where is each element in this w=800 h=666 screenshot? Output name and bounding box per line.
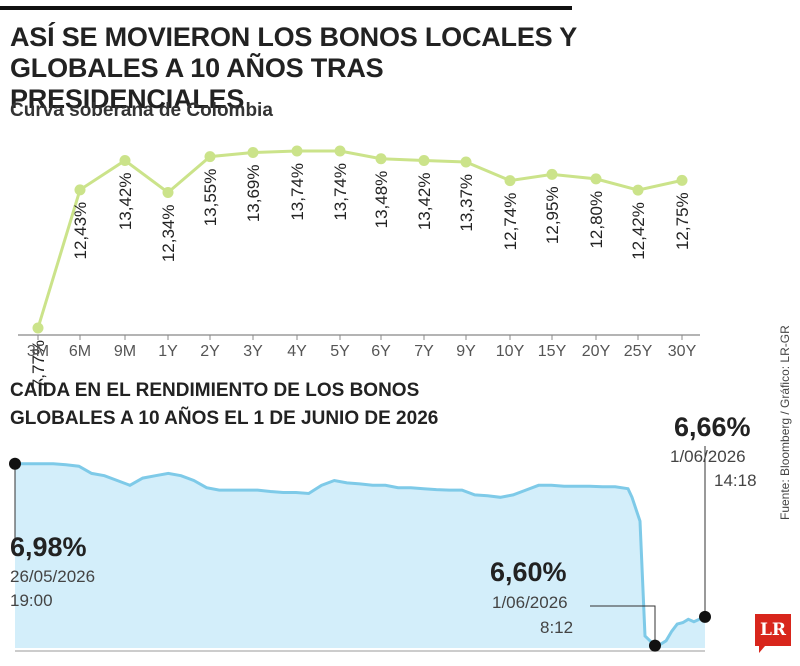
chart2-title: CAÍDA EN EL RENDIMIENTO DE LOS BONOS GLO… [10,380,439,429]
x-tick-label: 30Y [668,343,697,360]
data-point [460,156,472,168]
data-label: 13,74% [331,163,350,221]
annotation-end-date: 1/06/2026 [670,447,746,466]
x-tick-label: 9Y [456,343,476,360]
data-label: 12,42% [629,202,648,260]
x-tick-label: 15Y [538,343,567,360]
min-point [649,639,661,652]
data-point [291,145,303,157]
x-tick-label: 10Y [496,343,525,360]
data-label: 12,74% [501,193,520,251]
start-point [9,457,21,470]
annotation-start-value: 6,98% [10,532,87,562]
x-tick-label: 9M [114,343,136,360]
x-tick-label: 6Y [371,343,391,360]
data-point [32,322,44,334]
data-point [119,154,131,166]
annotation-min-value: 6,60% [490,557,567,587]
annotation-end-time: 14:18 [714,471,757,490]
data-point [375,153,387,165]
top-rule [0,6,572,10]
x-tick-label: 4Y [287,343,307,360]
data-label: 12,43% [71,202,90,260]
x-tick-label: 5Y [330,343,350,360]
data-label: 12,75% [673,192,692,250]
data-label: 7,77% [29,340,48,388]
annotation-min-time: 8:12 [540,618,574,637]
data-label: 13,42% [415,172,434,230]
data-point [632,184,644,196]
data-point [418,154,430,166]
end-point [699,610,711,623]
leader-min [590,605,656,646]
global-bond-line [15,462,706,648]
data-label: 12,95% [543,186,562,244]
yield-curve-line [36,149,683,329]
x-tick-label: 7Y [414,343,434,360]
lr-logo: LR [755,614,791,653]
data-label: 12,34% [159,205,178,263]
x-tick-label: 2Y [200,343,220,360]
data-label: 13,48% [372,171,391,229]
data-label: 13,55% [201,169,220,227]
x-tick-label: 25Y [624,343,653,360]
data-point [546,168,558,180]
x-tick-label: 3M [27,343,49,360]
x-tick-label: 1Y [158,343,178,360]
data-label: 13,69% [244,164,263,222]
annotation-end-value: 6,66% [674,412,751,442]
data-label: 12,80% [587,191,606,249]
source-credit: Fuente: Bloomberg / Gráfico: LR-GR [778,325,792,520]
page-title: ASÍ SE MOVIERON LOS BONOS LOCALES Y GLOB… [10,22,577,114]
data-point [74,184,86,196]
data-label: 13,42% [116,172,135,230]
chart1-title: Curva soberana de Colombia [10,100,273,121]
area-fill [15,463,705,648]
data-point [162,187,174,199]
x-tick-label: 20Y [582,343,611,360]
data-point [676,174,688,186]
data-point [504,175,516,187]
data-point [204,151,216,163]
x-tick-label: 6M [69,343,91,360]
data-point [247,146,259,158]
data-point [334,145,346,157]
data-label: 13,74% [288,163,307,221]
annotation-start-date: 26/05/2026 [10,567,96,586]
data-label: 13,37% [457,174,476,232]
data-point [590,173,602,185]
annotation-start-time: 19:00 [10,591,53,610]
x-tick-label: 3Y [243,343,263,360]
annotation-min-date: 1/06/2026 [492,593,568,612]
